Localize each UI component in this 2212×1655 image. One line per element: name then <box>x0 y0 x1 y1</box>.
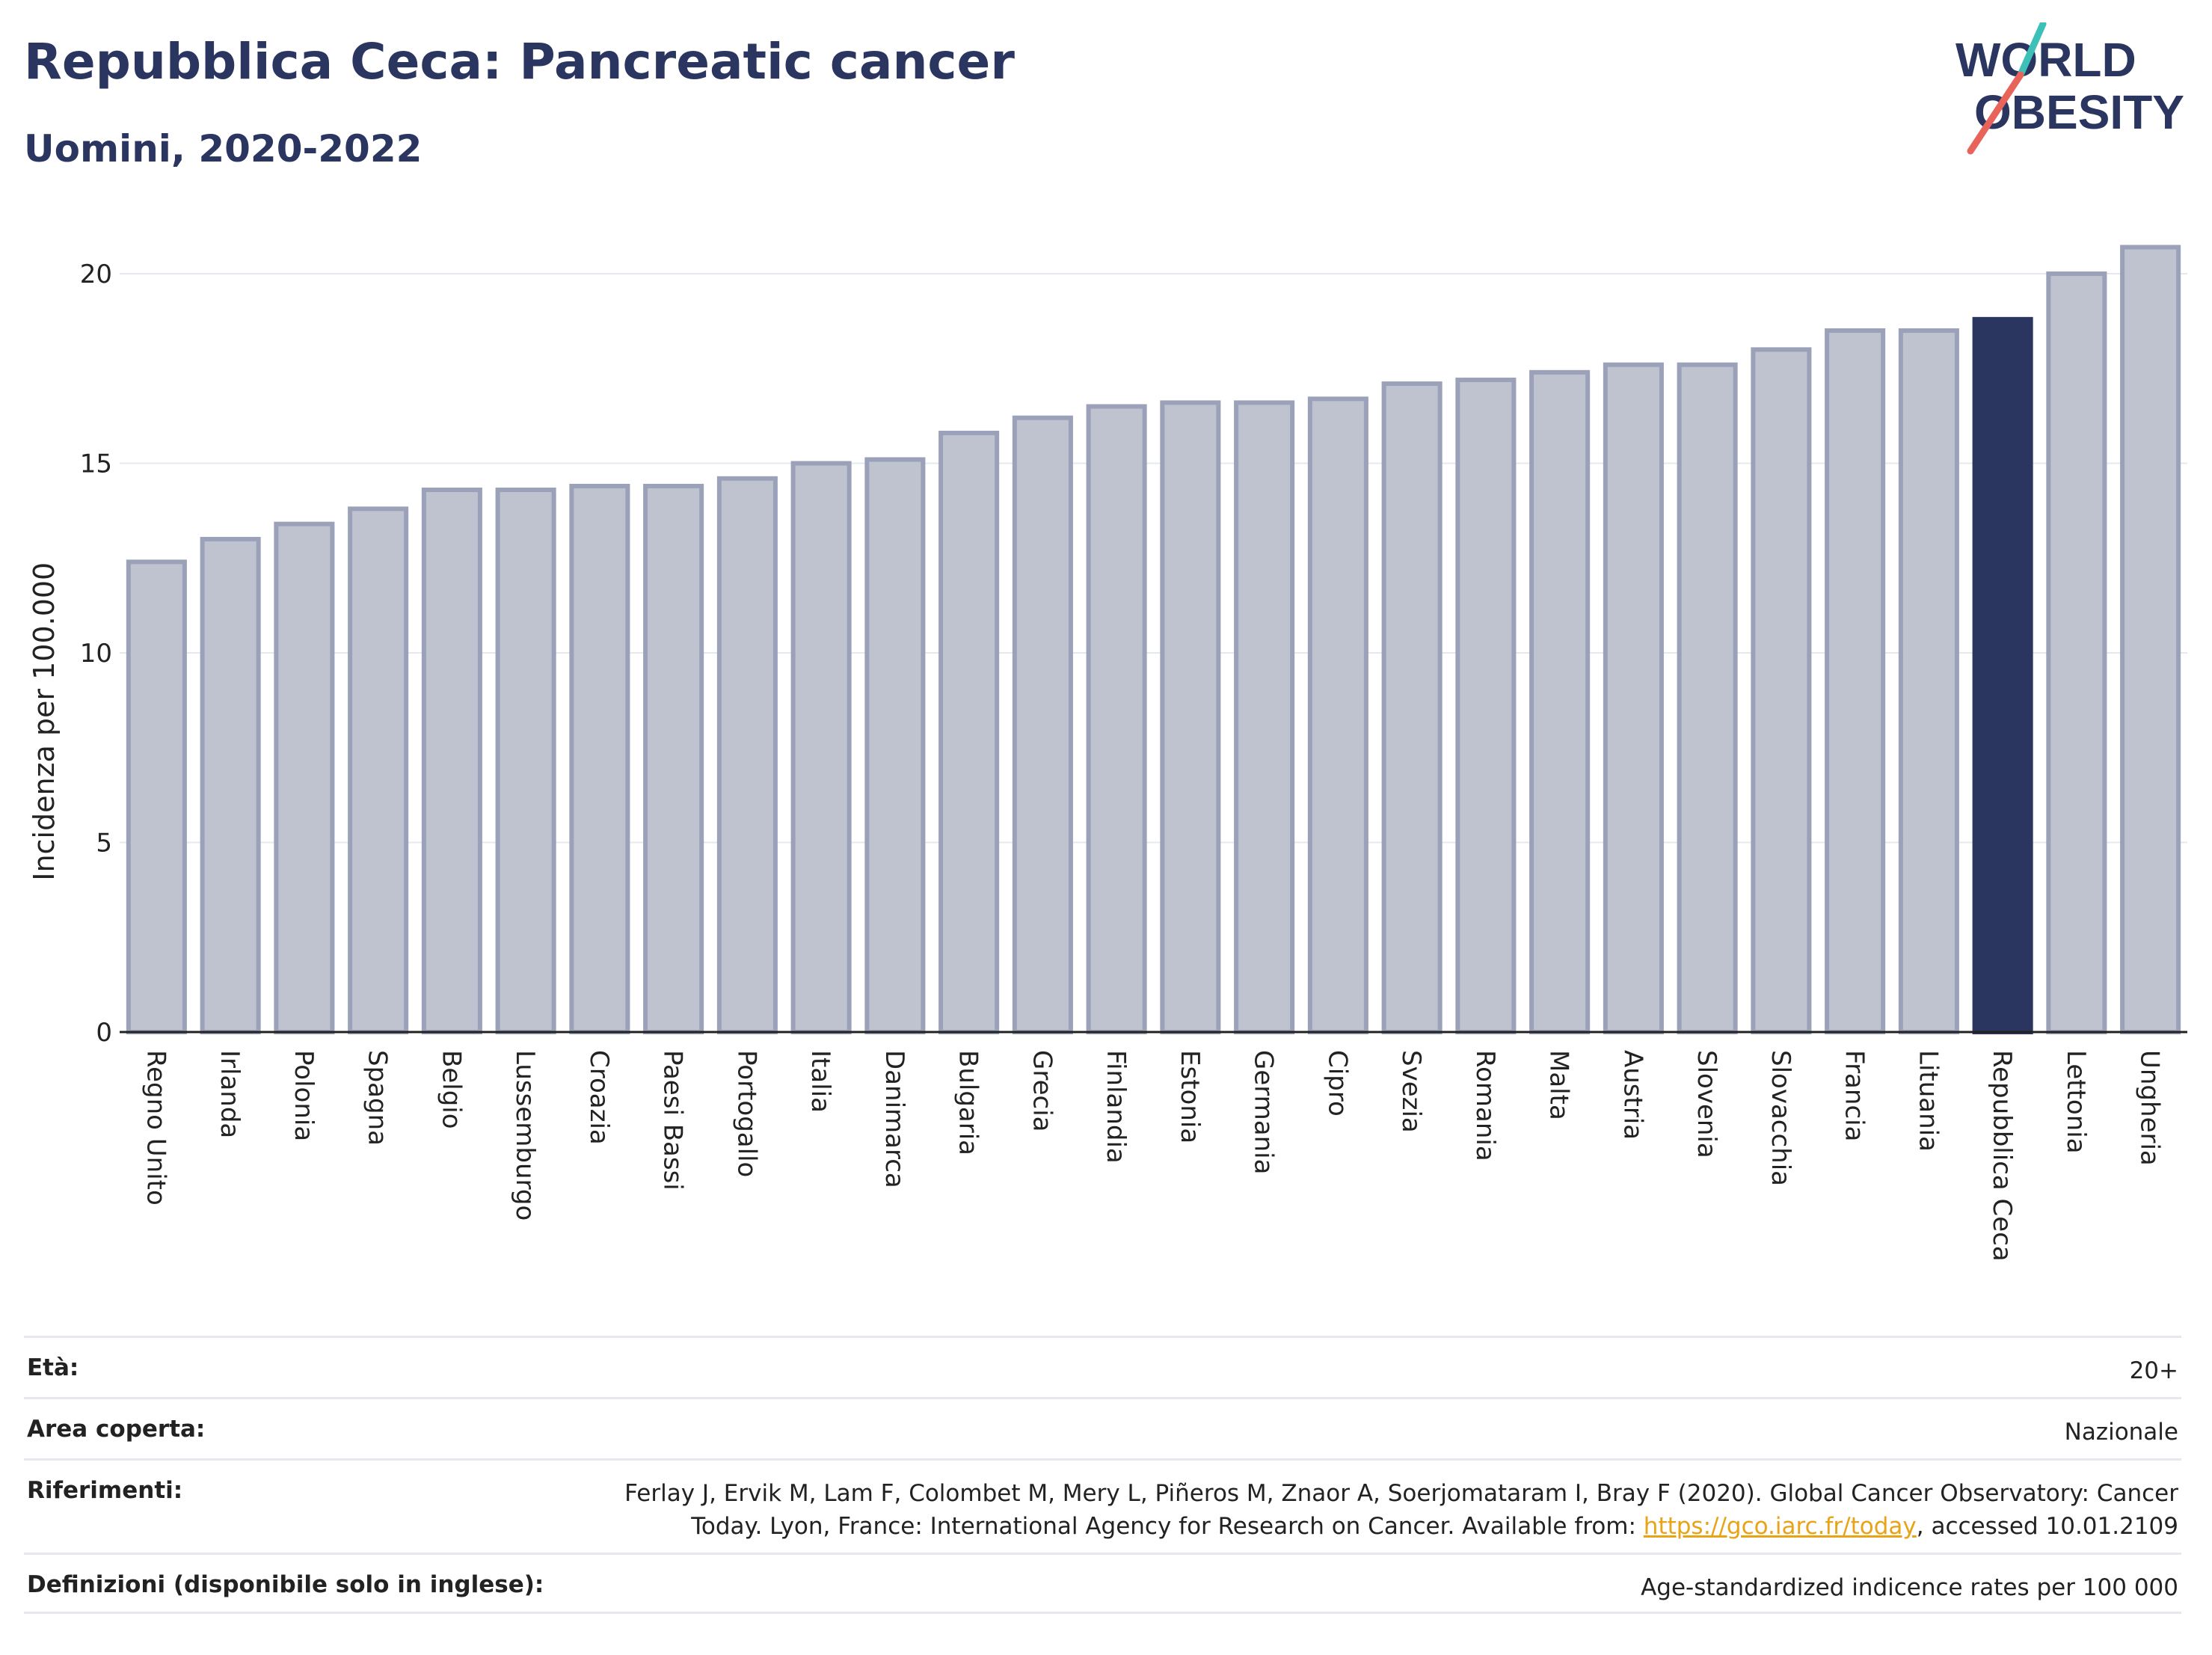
references-line2-post: , accessed 10.01.2109 <box>1916 1513 2178 1540</box>
x-tick-label: Ungheria <box>2135 1050 2165 1166</box>
bar <box>1160 400 1221 1034</box>
bar <box>1012 415 1073 1034</box>
references-line1: Ferlay J, Ervik M, Lam F, Colombet M, Me… <box>624 1480 2178 1507</box>
bar <box>1898 328 1959 1034</box>
bar <box>126 559 187 1034</box>
x-tick-label: Lussemburgo <box>510 1050 540 1220</box>
bar <box>1234 400 1295 1034</box>
meta-row-age: Età: 20+ <box>24 1336 2181 1397</box>
x-tick-label: Lettonia <box>2061 1050 2091 1154</box>
bar <box>643 483 704 1034</box>
x-tick-label: Svezia <box>1396 1050 1426 1133</box>
logo-slash-top <box>2017 22 2047 79</box>
y-tick-label: 5 <box>96 829 112 859</box>
meta-value-definitions: Age-standardized indicence rates per 100… <box>1641 1574 2178 1601</box>
bar <box>716 476 778 1034</box>
meta-value-references: Ferlay J, Ervik M, Lam F, Colombet M, Me… <box>624 1477 2178 1543</box>
bar <box>1086 404 1147 1034</box>
bar <box>1381 381 1443 1034</box>
references-line2: Today. Lyon, France: International Agenc… <box>624 1510 2178 1543</box>
bar <box>495 487 556 1034</box>
x-tick-label: Romania <box>1470 1050 1500 1161</box>
bar-highlighted <box>1972 316 2033 1034</box>
x-tick-label: Danimarca <box>879 1050 909 1188</box>
world-obesity-logo: WORLD OBESITY <box>1956 22 2184 155</box>
x-tick-label: Portogallo <box>731 1050 761 1177</box>
x-tick-label: Malta <box>1544 1050 1574 1120</box>
bar <box>348 506 409 1034</box>
meta-value-age: 20+ <box>2129 1357 2178 1384</box>
x-tick-label: Repubblica Ceca <box>1987 1050 2017 1262</box>
bar <box>1455 377 1517 1034</box>
logo-line1: WORLD <box>1956 33 2136 87</box>
bar <box>1529 369 1591 1034</box>
x-tick-label: Paesi Bassi <box>658 1050 688 1191</box>
y-tick-label: 20 <box>80 260 112 289</box>
x-tick-label: Estonia <box>1175 1050 1205 1143</box>
x-tick-label: Croazia <box>584 1050 614 1145</box>
x-tick-label: Grecia <box>1027 1050 1057 1132</box>
bar <box>421 487 482 1034</box>
bar <box>938 430 1000 1034</box>
references-link[interactable]: https://gco.iarc.fr/today <box>1643 1513 1917 1540</box>
y-axis-title: Incidenza per 100.000 <box>28 562 61 881</box>
x-tick-label: Lituania <box>1913 1050 1943 1152</box>
x-tick-label: Regno Unito <box>141 1050 170 1206</box>
meta-label-age: Età: <box>27 1354 79 1381</box>
x-tick-label: Germania <box>1249 1050 1279 1174</box>
bar <box>1825 328 1886 1034</box>
logo-slash-bottom <box>1967 71 2024 155</box>
meta-label-definitions: Definizioni (disponibile solo in inglese… <box>27 1571 544 1598</box>
meta-value-area: Nazionale <box>2064 1419 2178 1446</box>
x-tick-label: Austria <box>1617 1050 1647 1140</box>
x-tick-label: Italia <box>805 1050 835 1113</box>
bar <box>1307 396 1368 1034</box>
bar <box>1677 362 1738 1034</box>
y-tick-label: 15 <box>80 449 112 479</box>
x-tick-label: Cipro <box>1322 1050 1352 1117</box>
x-tick-label: Finlandia <box>1101 1050 1131 1164</box>
bar-chart: 0 5 10 15 20 Incidenza per 100.000 Regno Unito… <box>28 245 2187 1262</box>
references-line2-pre: Today. Lyon, France: International Agenc… <box>691 1513 1644 1540</box>
bar <box>1751 347 1812 1034</box>
meta-row-area: Area coperta: Nazionale <box>24 1397 2181 1458</box>
x-tick-label: Slovenia <box>1692 1050 1721 1158</box>
meta-row-definitions: Definizioni (disponibile solo in inglese… <box>24 1553 2181 1614</box>
x-tick-label: Polonia <box>289 1050 319 1141</box>
bar <box>2046 271 2107 1034</box>
bar <box>569 483 630 1034</box>
x-tick-label: Bulgaria <box>953 1050 983 1155</box>
x-tick-label: Slovacchia <box>1766 1050 1795 1186</box>
x-tick-label: Belgio <box>436 1050 466 1129</box>
x-tick-label: Francia <box>1840 1050 1870 1141</box>
chart-title: Repubblica Ceca: Pancreatic cancer <box>24 33 1015 90</box>
metadata-table: Età: 20+ Area coperta: Nazionale Riferim… <box>24 1336 2181 1614</box>
bar <box>274 521 335 1034</box>
bar <box>200 536 261 1034</box>
chart-subtitle: Uomini, 2020-2022 <box>24 127 423 171</box>
meta-label-references: Riferimenti: <box>27 1477 183 1504</box>
bar <box>1603 362 1664 1034</box>
x-tick-label: Spagna <box>363 1050 393 1146</box>
bar <box>790 461 852 1034</box>
y-tick-label: 10 <box>80 639 112 669</box>
meta-label-area: Area coperta: <box>27 1416 206 1443</box>
y-tick-label: 0 <box>96 1018 112 1048</box>
bar <box>864 457 926 1034</box>
meta-row-references: Riferimenti: Ferlay J, Ervik M, Lam F, C… <box>24 1458 2181 1553</box>
x-tick-label: Irlanda <box>215 1050 245 1138</box>
bar <box>2120 245 2181 1034</box>
